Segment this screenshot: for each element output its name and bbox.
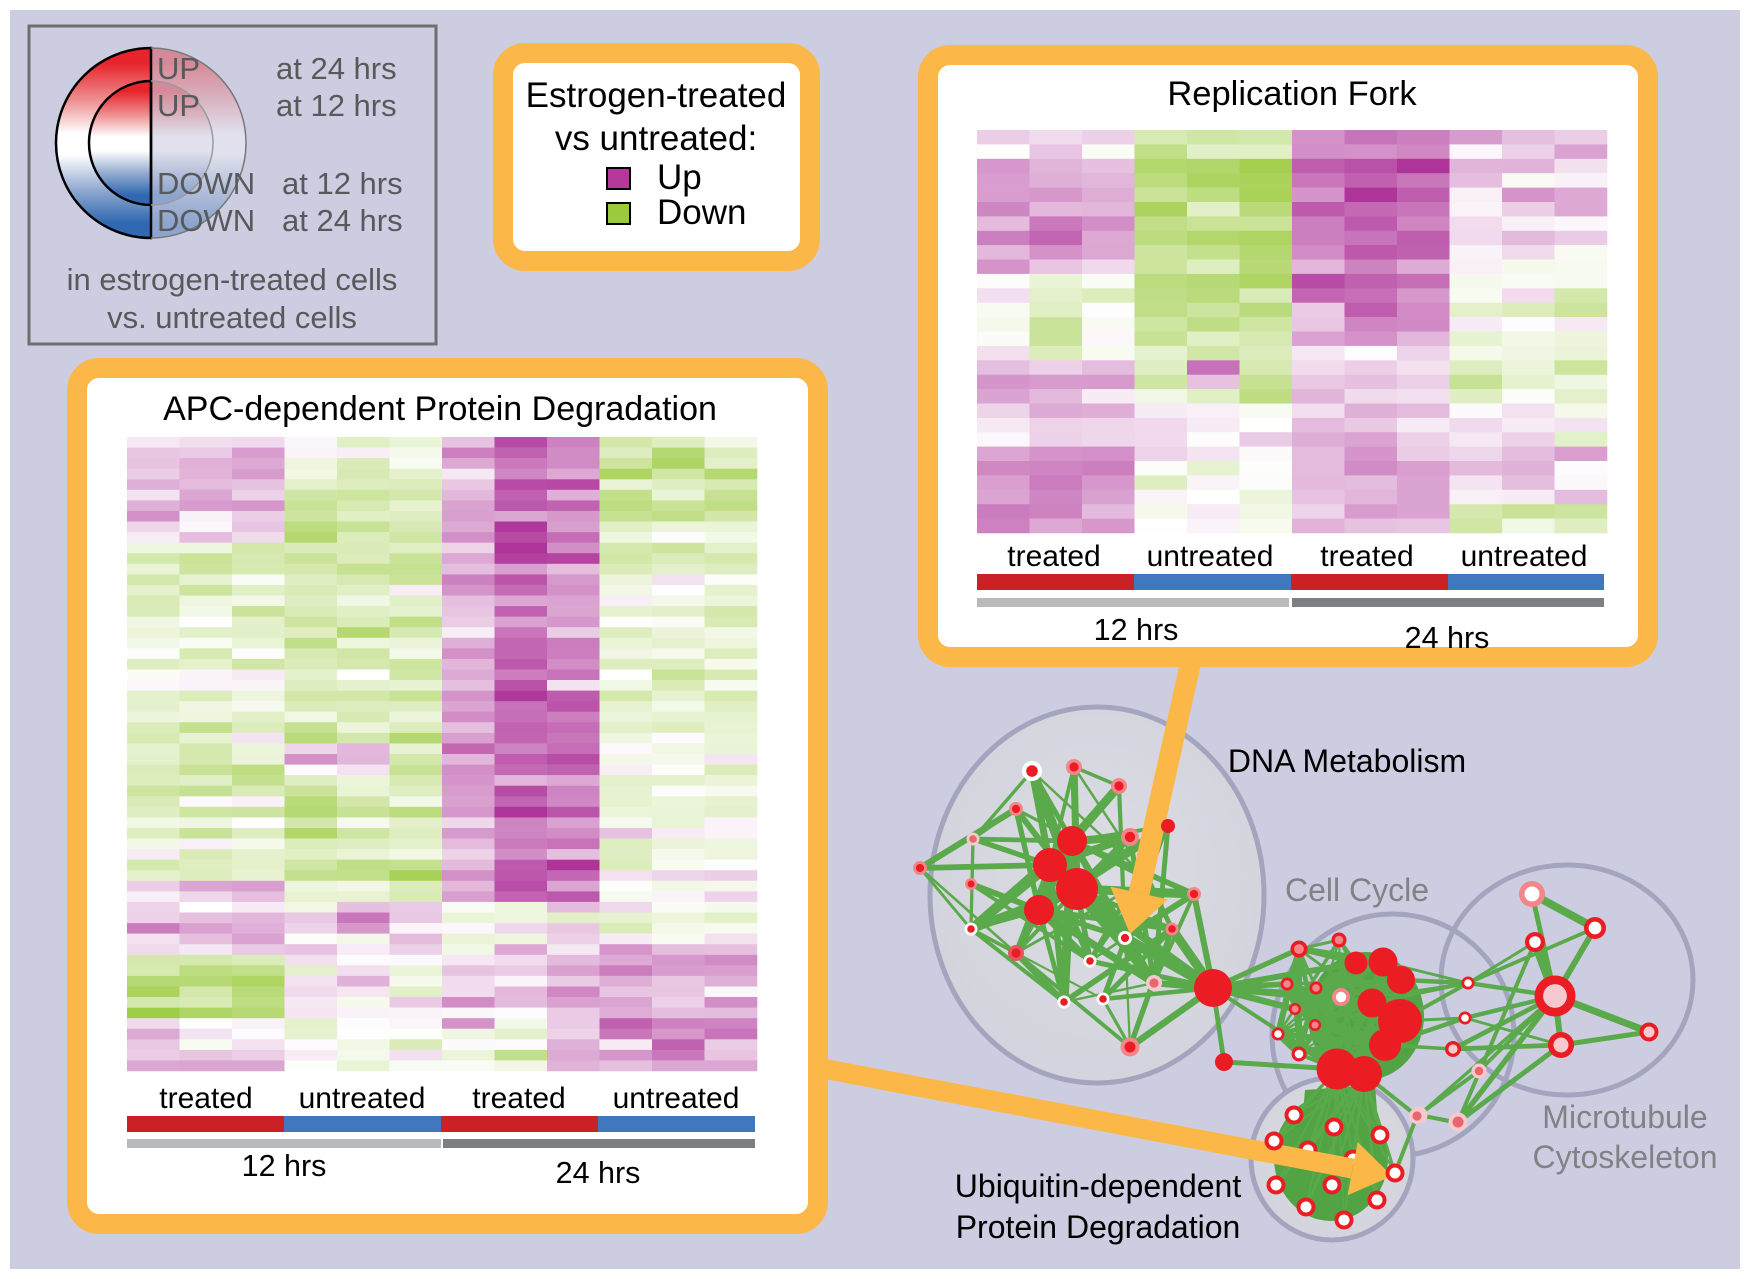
svg-text:untreated: untreated bbox=[1147, 540, 1274, 573]
svg-text:DOWN: DOWN bbox=[157, 203, 255, 238]
svg-text:Cytoskeleton: Cytoskeleton bbox=[1533, 1139, 1718, 1175]
svg-text:Ubiquitin-dependent: Ubiquitin-dependent bbox=[955, 1168, 1242, 1204]
svg-text:UP: UP bbox=[157, 88, 200, 123]
svg-text:APC-dependent Protein Degradat: APC-dependent Protein Degradation bbox=[163, 390, 717, 428]
svg-text:UP: UP bbox=[157, 51, 200, 86]
svg-text:Microtubule: Microtubule bbox=[1542, 1099, 1707, 1135]
svg-text:treated: treated bbox=[1320, 540, 1413, 573]
svg-text:Cell Cycle: Cell Cycle bbox=[1285, 872, 1429, 908]
svg-text:Down: Down bbox=[657, 193, 746, 232]
svg-text:Replication Fork: Replication Fork bbox=[1167, 75, 1417, 113]
svg-text:at 12 hrs: at 12 hrs bbox=[276, 88, 397, 123]
svg-text:24 hrs: 24 hrs bbox=[1405, 621, 1490, 655]
svg-text:Protein Degradation: Protein Degradation bbox=[956, 1209, 1241, 1245]
svg-text:DOWN: DOWN bbox=[157, 166, 255, 201]
svg-text:DNA Metabolism: DNA Metabolism bbox=[1228, 743, 1466, 779]
svg-text:at 24 hrs: at 24 hrs bbox=[276, 51, 397, 86]
svg-text:Estrogen-treated: Estrogen-treated bbox=[526, 76, 787, 115]
svg-text:treated: treated bbox=[159, 1082, 252, 1115]
svg-text:24 hrs: 24 hrs bbox=[556, 1156, 641, 1190]
svg-text:in estrogen-treated cells: in estrogen-treated cells bbox=[67, 262, 398, 297]
svg-text:12 hrs: 12 hrs bbox=[242, 1149, 327, 1183]
svg-text:treated: treated bbox=[472, 1082, 565, 1115]
svg-text:treated: treated bbox=[1007, 540, 1100, 573]
svg-text:at 24 hrs: at 24 hrs bbox=[282, 203, 403, 238]
svg-text:untreated: untreated bbox=[299, 1082, 426, 1115]
svg-text:Up: Up bbox=[657, 158, 702, 197]
svg-text:vs untreated:: vs untreated: bbox=[555, 119, 757, 158]
svg-text:untreated: untreated bbox=[613, 1082, 740, 1115]
svg-text:vs. untreated cells: vs. untreated cells bbox=[107, 300, 357, 335]
svg-text:untreated: untreated bbox=[1461, 540, 1588, 573]
svg-text:at 12 hrs: at 12 hrs bbox=[282, 166, 403, 201]
svg-text:12 hrs: 12 hrs bbox=[1094, 613, 1179, 647]
